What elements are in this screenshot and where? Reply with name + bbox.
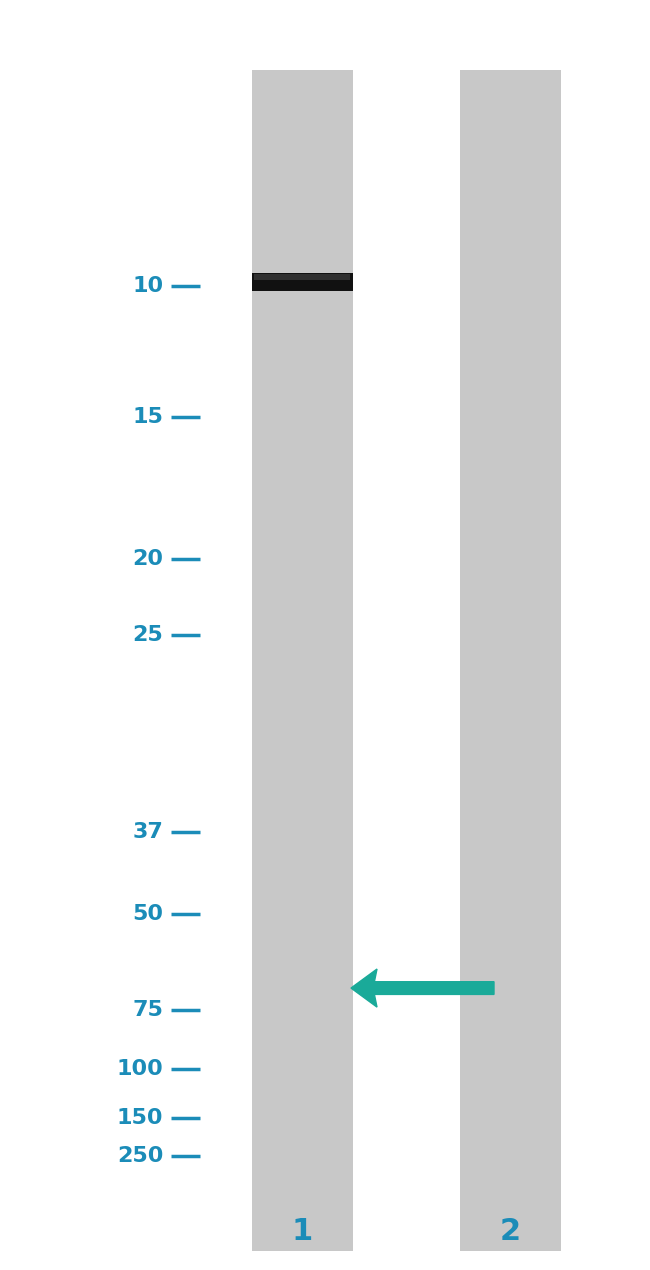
Bar [255,274,350,279]
Bar [252,273,352,291]
Bar [460,70,560,1251]
FancyArrow shape [351,969,494,1007]
Text: 1: 1 [292,1218,313,1246]
Text: 37: 37 [133,822,163,842]
Text: 15: 15 [133,406,163,427]
Text: 250: 250 [117,1146,163,1166]
Bar [252,70,352,1251]
Text: 25: 25 [133,625,163,645]
Text: 50: 50 [132,904,163,925]
Text: 75: 75 [133,999,163,1020]
Text: 150: 150 [116,1107,163,1128]
Text: 20: 20 [132,549,163,569]
Text: 2: 2 [500,1218,521,1246]
Text: 10: 10 [132,276,163,296]
Text: 100: 100 [116,1059,163,1080]
